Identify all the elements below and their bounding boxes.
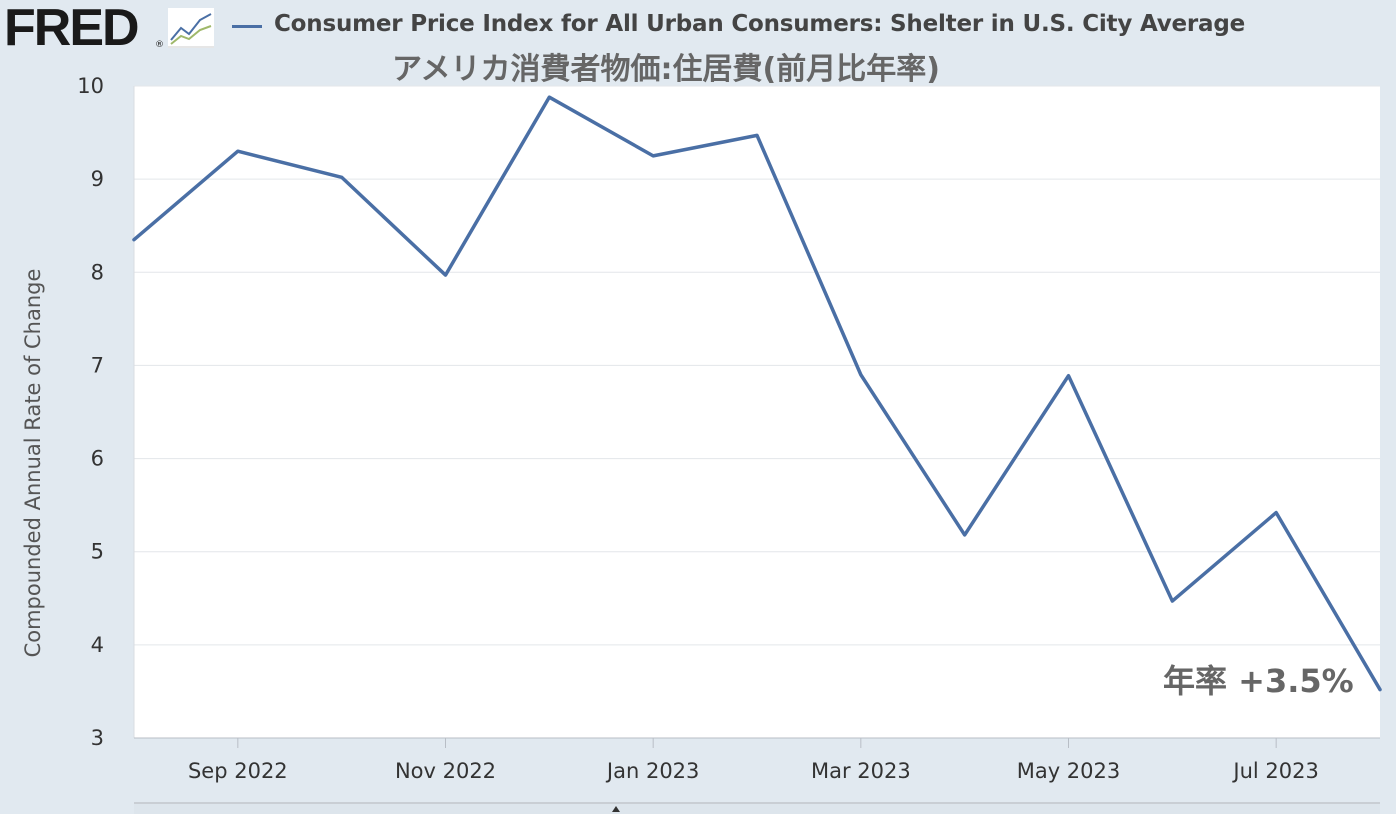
y-tick-label: 3 <box>91 726 104 750</box>
x-tick-label: Sep 2022 <box>188 759 288 783</box>
y-tick-label: 6 <box>91 447 104 471</box>
x-tick-label: Jul 2023 <box>1231 759 1318 783</box>
y-axis-label: Compounded Annual Rate of Change <box>21 269 45 658</box>
annual-rate-annotation: 年率 +3.5% <box>1163 656 1354 702</box>
x-tick-label: Mar 2023 <box>811 759 911 783</box>
scroll-handle-icon[interactable] <box>612 806 620 812</box>
plot-area <box>134 86 1380 738</box>
y-tick-label: 9 <box>91 167 104 191</box>
y-tick-label: 5 <box>91 540 104 564</box>
x-tick-label: Jan 2023 <box>605 759 700 783</box>
y-tick-label: 4 <box>91 633 104 657</box>
x-tick-label: Nov 2022 <box>395 759 496 783</box>
y-tick-label: 7 <box>91 353 104 377</box>
y-tick-label: 8 <box>91 260 104 284</box>
navigator-scrollbar[interactable] <box>134 802 1380 814</box>
y-tick-label: 10 <box>77 74 104 98</box>
x-tick-label: May 2023 <box>1017 759 1121 783</box>
